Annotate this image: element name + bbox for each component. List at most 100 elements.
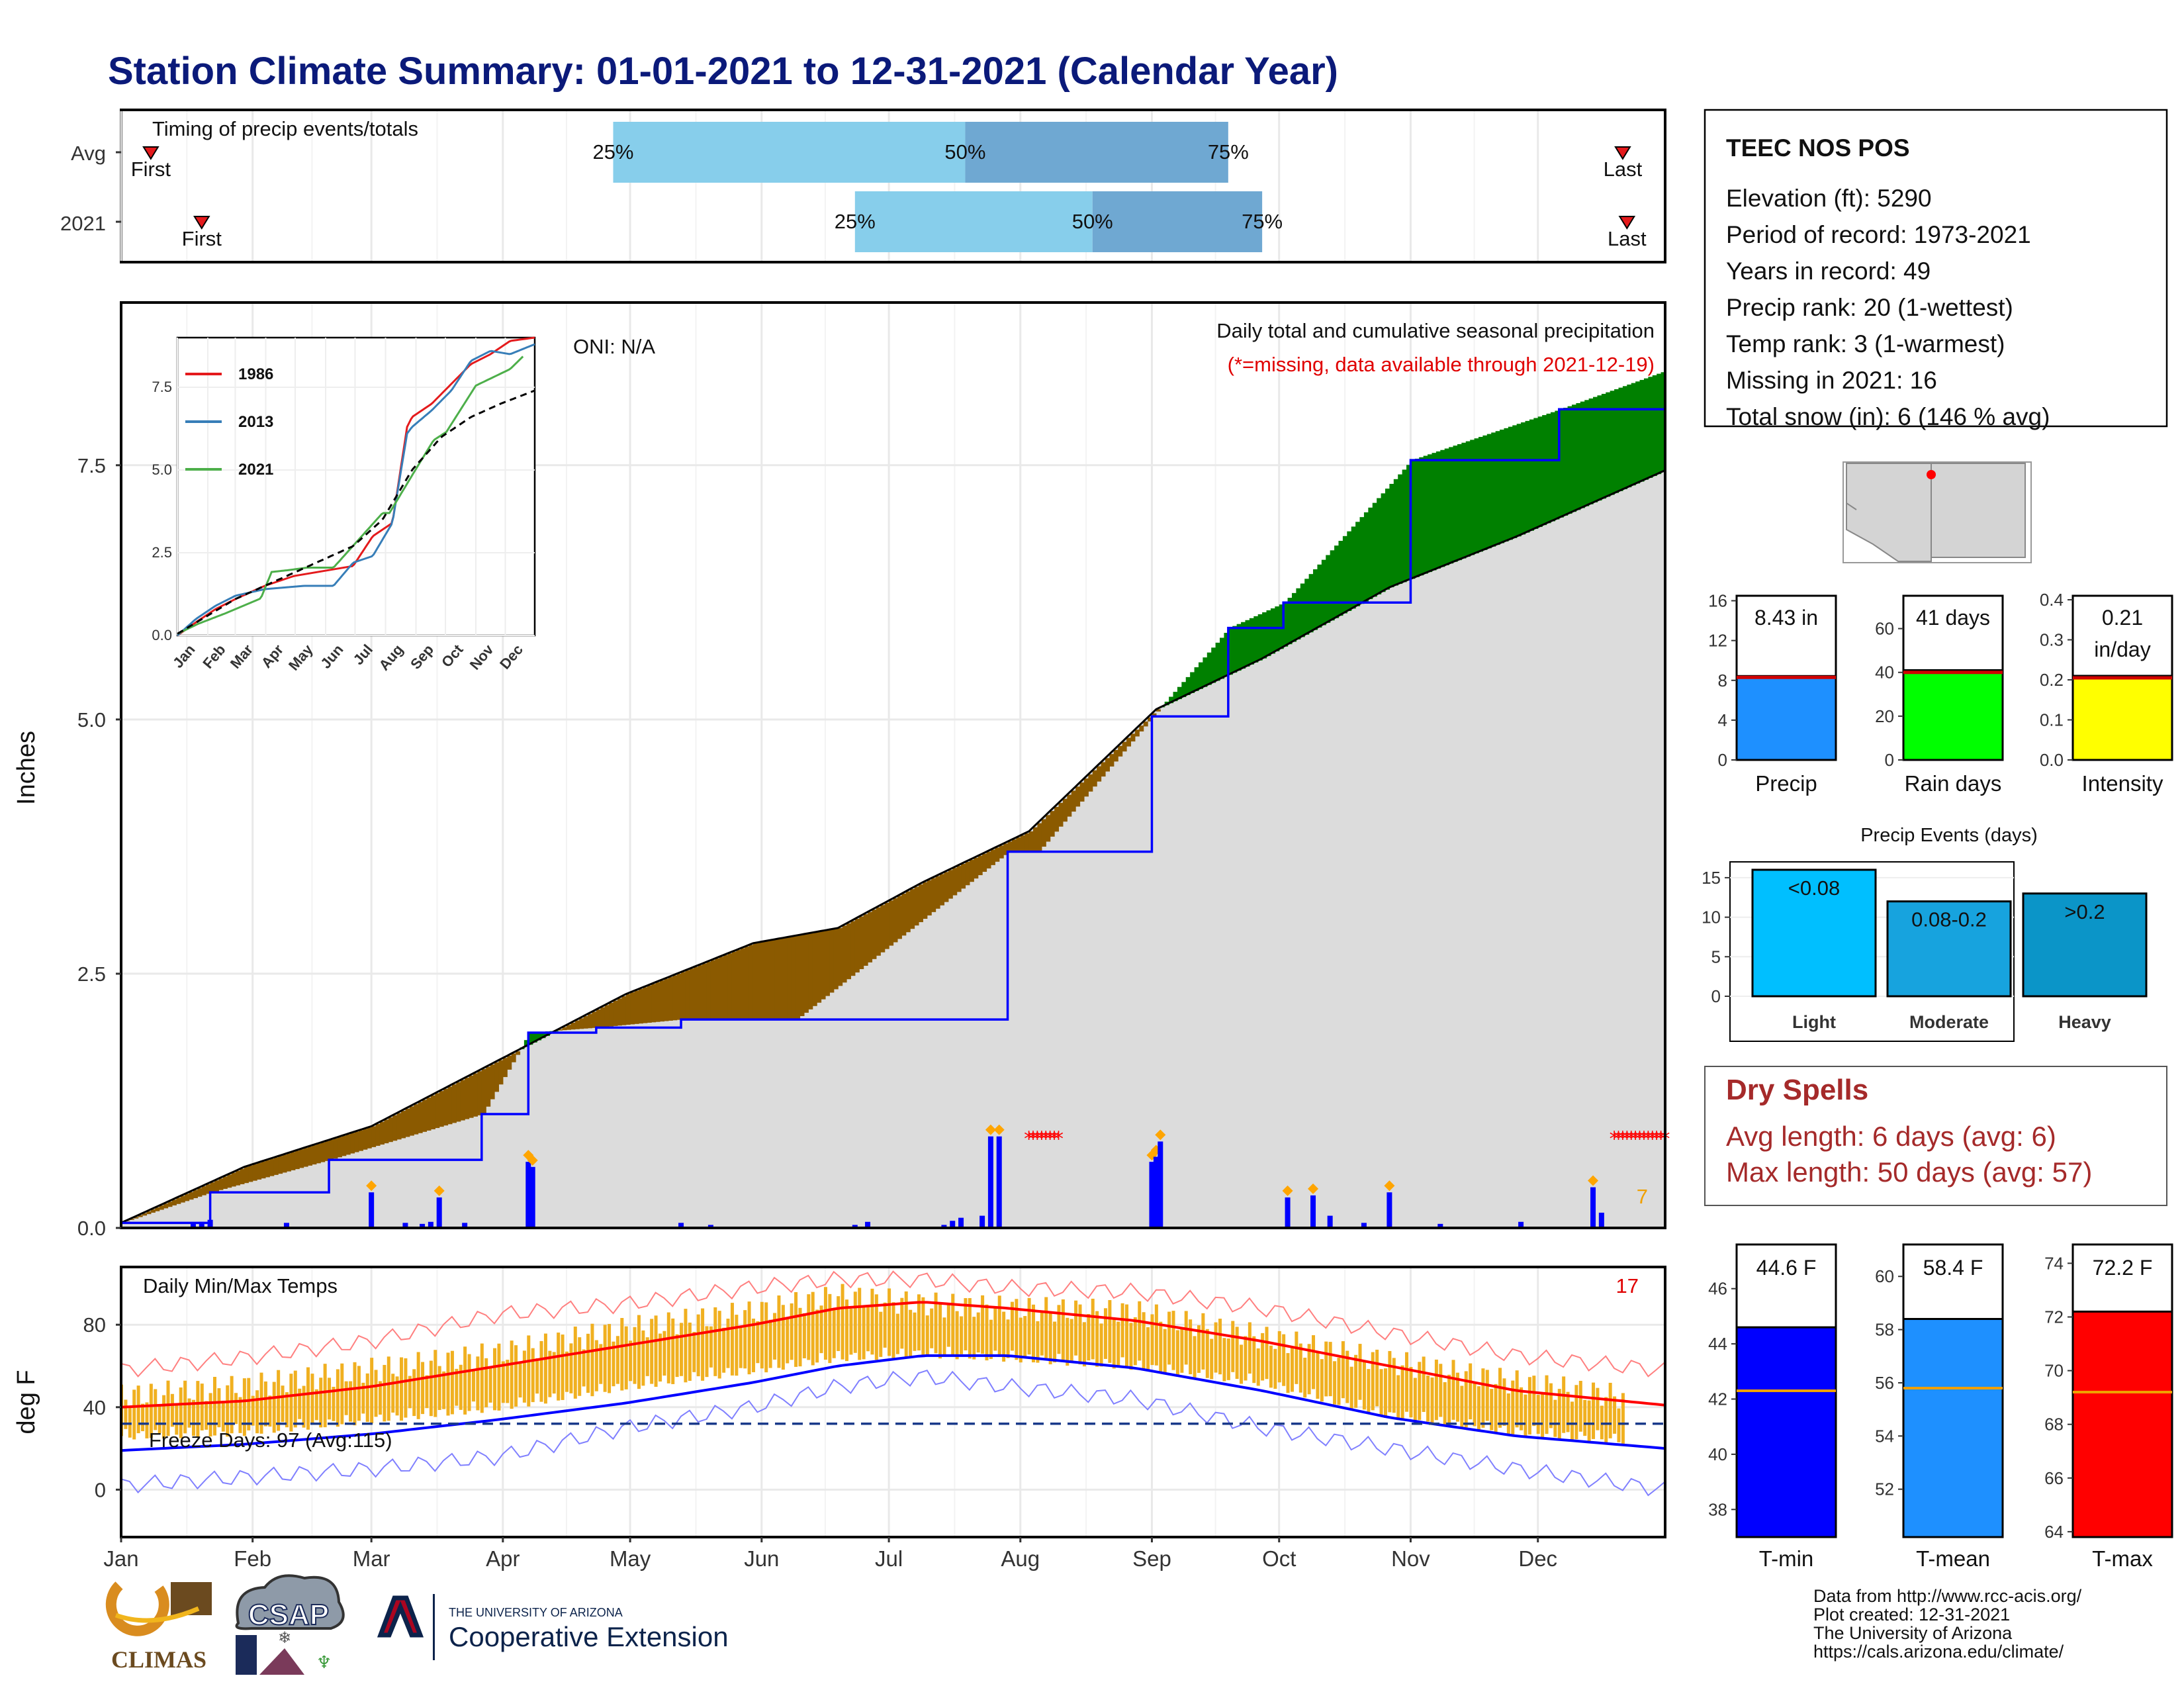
above-average-fill bbox=[1279, 604, 1284, 649]
below-average-fill bbox=[863, 914, 868, 966]
below-average-fill bbox=[825, 930, 830, 996]
daily-temp-bar bbox=[1494, 1383, 1498, 1433]
daily-temp-bar bbox=[459, 1364, 463, 1410]
daily-temp-bar bbox=[442, 1371, 446, 1409]
daily-precip-bar bbox=[707, 1225, 713, 1228]
daily-temp-bar bbox=[1019, 1317, 1023, 1363]
daily-temp-bar bbox=[467, 1354, 471, 1411]
daily-temp-bar bbox=[344, 1381, 348, 1415]
above-average-fill bbox=[1249, 618, 1254, 665]
daily-temp-bar bbox=[654, 1315, 658, 1387]
below-average-fill bbox=[838, 927, 843, 986]
daily-temp-bar bbox=[1159, 1321, 1163, 1373]
above-average-fill bbox=[1355, 522, 1361, 606]
below-average-fill bbox=[604, 1005, 610, 1027]
below-average-fill bbox=[1075, 786, 1081, 807]
daily-temp-bar bbox=[968, 1297, 972, 1359]
month-label: Sep bbox=[1132, 1546, 1171, 1571]
month-label: Aug bbox=[1001, 1546, 1040, 1571]
daily-temp-bar bbox=[942, 1317, 946, 1356]
below-average-fill bbox=[456, 1082, 461, 1122]
temp-stat-tick-label: 66 bbox=[2044, 1468, 2064, 1488]
below-average-fill bbox=[405, 1108, 410, 1137]
daily-temp-bar bbox=[1574, 1385, 1578, 1440]
daily-temp-bar bbox=[819, 1305, 823, 1354]
daily-temp-bar bbox=[993, 1307, 997, 1351]
above-average-fill bbox=[1389, 483, 1394, 588]
daily-temp-bar bbox=[433, 1350, 437, 1417]
below-average-fill bbox=[796, 935, 801, 1020]
below-average-fill bbox=[787, 937, 792, 1020]
precip-y-tick-label: 2.5 bbox=[77, 962, 106, 986]
temp-stat-value-label: 44.6 F bbox=[1756, 1256, 1817, 1280]
daily-temp-bar bbox=[1443, 1382, 1447, 1426]
daily-temp-bar bbox=[964, 1298, 968, 1350]
missing-day-marker: * bbox=[1610, 1128, 1619, 1151]
below-average-fill bbox=[375, 1124, 381, 1146]
below-average-fill bbox=[1092, 770, 1097, 787]
daily-temp-bar bbox=[739, 1326, 743, 1368]
stat-value-label: 0.21 bbox=[2102, 606, 2143, 630]
temp-stat-tick-label: 64 bbox=[2044, 1522, 2064, 1542]
month-label: Oct bbox=[1262, 1546, 1296, 1571]
daily-temp-bar bbox=[972, 1317, 976, 1360]
daily-temp-bar bbox=[1413, 1378, 1417, 1423]
below-average-fill bbox=[931, 878, 936, 912]
daily-temp-bar bbox=[1562, 1376, 1566, 1433]
timing-first-label: First bbox=[131, 158, 171, 181]
daily-temp-bar bbox=[1201, 1313, 1205, 1370]
above-average-fill bbox=[1372, 502, 1377, 597]
daily-precip-bar bbox=[436, 1197, 442, 1228]
stat-tick-label: 8 bbox=[1718, 671, 1727, 690]
daily-temp-bar bbox=[247, 1378, 251, 1430]
above-average-fill bbox=[1270, 608, 1275, 654]
above-average-fill bbox=[1555, 410, 1560, 520]
below-average-fill bbox=[414, 1104, 419, 1135]
daily-precip-bar bbox=[678, 1223, 684, 1228]
daily-temp-bar bbox=[1095, 1311, 1099, 1367]
below-average-fill bbox=[278, 1156, 283, 1174]
below-average-fill bbox=[770, 940, 775, 1020]
below-average-fill bbox=[473, 1073, 478, 1117]
below-average-fill bbox=[324, 1141, 330, 1161]
temp-y-tick-label: 0 bbox=[95, 1478, 106, 1501]
daily-temp-bar bbox=[1400, 1365, 1404, 1420]
precip-y-tick-label: 7.5 bbox=[77, 454, 106, 477]
below-average-fill bbox=[1054, 806, 1060, 832]
below-average-fill bbox=[1118, 745, 1123, 757]
daily-temp-bar bbox=[1273, 1348, 1277, 1389]
daily-temp-bar bbox=[1252, 1336, 1256, 1383]
below-average-fill bbox=[570, 1022, 576, 1030]
above-average-fill bbox=[1444, 448, 1449, 565]
below-average-fill bbox=[558, 1029, 563, 1031]
daily-temp-bar bbox=[1290, 1346, 1294, 1392]
daily-temp-bar bbox=[1231, 1321, 1235, 1372]
daily-temp-bar bbox=[1557, 1389, 1561, 1439]
below-average-fill bbox=[1079, 782, 1085, 802]
below-average-fill bbox=[905, 891, 911, 933]
daily-temp-bar bbox=[743, 1310, 747, 1369]
below-average-fill bbox=[884, 902, 889, 949]
above-average-fill bbox=[1440, 449, 1445, 567]
daily-temp-bar bbox=[781, 1305, 785, 1370]
above-average-fill bbox=[1508, 426, 1513, 540]
below-average-fill bbox=[303, 1148, 308, 1167]
daily-temp-bar bbox=[701, 1308, 705, 1381]
missing-day-marker: * bbox=[1054, 1128, 1064, 1151]
ua-logo: THE UNIVERSITY OF ARIZONA Cooperative Ex… bbox=[377, 1594, 729, 1660]
above-average-fill bbox=[1606, 392, 1611, 497]
climas-swirl-icon bbox=[105, 1581, 169, 1636]
daily-temp-bar bbox=[145, 1402, 149, 1438]
daily-temp-bar bbox=[268, 1395, 272, 1427]
above-average-fill bbox=[1363, 512, 1369, 602]
above-average-fill bbox=[1482, 435, 1488, 550]
daily-temp-bar bbox=[421, 1362, 425, 1415]
below-average-fill bbox=[286, 1153, 291, 1172]
temp-y-tick-label: 80 bbox=[83, 1313, 106, 1336]
below-average-fill bbox=[778, 938, 784, 1020]
new-mexico-shape bbox=[1931, 463, 2026, 558]
daily-temp-bar bbox=[162, 1395, 166, 1439]
daily-temp-bar bbox=[1066, 1317, 1069, 1366]
timing-q75-label: 75% bbox=[1242, 210, 1283, 233]
climas-wave-icon bbox=[114, 1606, 200, 1623]
